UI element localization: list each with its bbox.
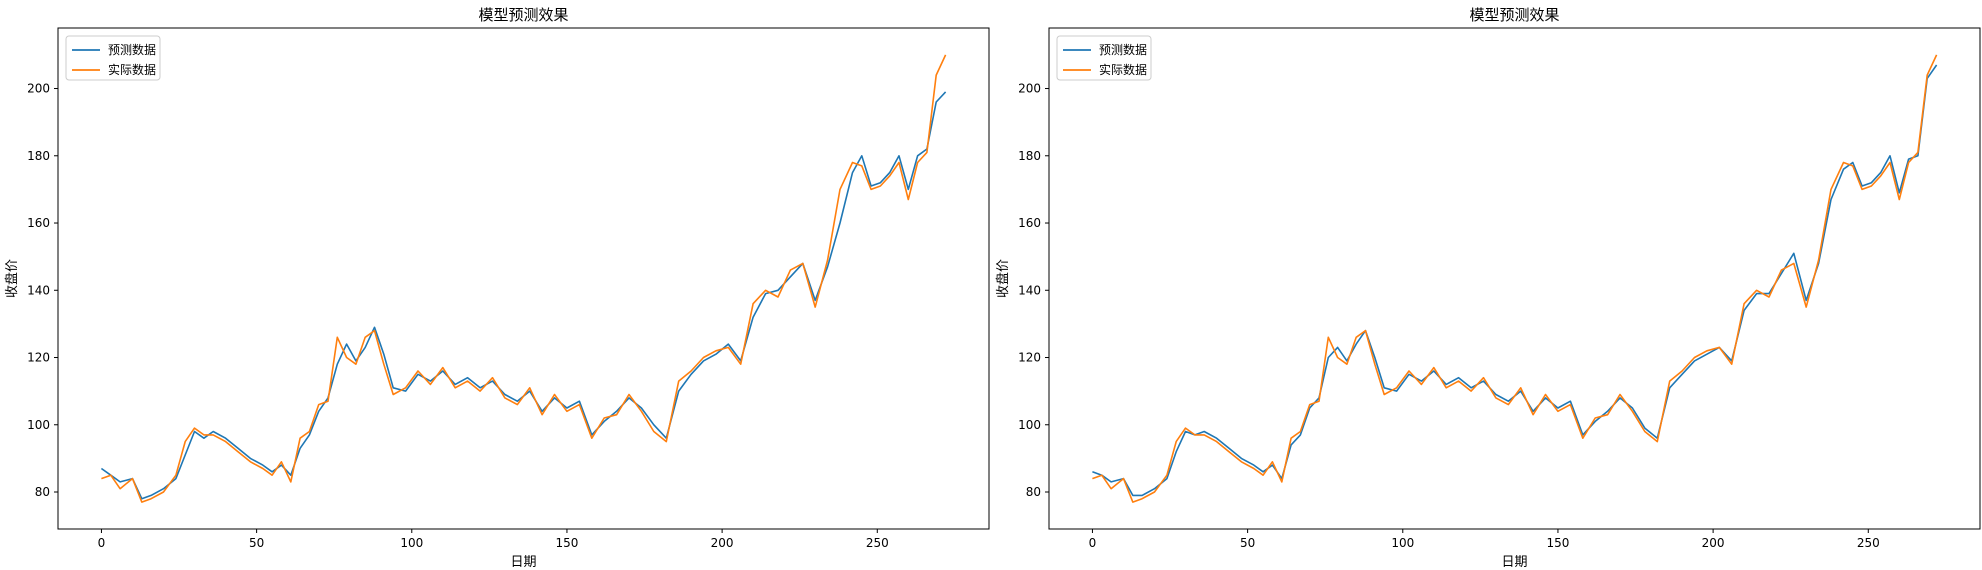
chart-panel-2: 0 50 100 150 200 250 80 100 120 140 160 180 200 模型预测效… bbox=[995, 6, 1981, 570]
x-tick-label: 0 bbox=[98, 536, 106, 550]
y-tick-label: 100 bbox=[27, 418, 50, 432]
x-tick-label: 250 bbox=[1857, 536, 1880, 550]
axes-frame bbox=[1048, 27, 1981, 530]
series-line-2 bbox=[1092, 54, 1938, 503]
x-tick-label: 200 bbox=[1702, 536, 1725, 550]
x-tick-label: 50 bbox=[1240, 536, 1255, 550]
y-tick-label: 160 bbox=[1018, 216, 1041, 230]
legend-box bbox=[65, 35, 161, 81]
y-tick-label: 80 bbox=[35, 485, 50, 499]
y-tick-label: 200 bbox=[1018, 82, 1041, 96]
y-tick-label: 80 bbox=[1026, 485, 1041, 499]
x-axis-label: 日期 bbox=[510, 555, 536, 570]
y-axis-label: 收盘价 bbox=[995, 259, 1011, 298]
y-tick-label: 120 bbox=[27, 351, 50, 365]
chart-title: 模型预测效果 bbox=[478, 6, 568, 24]
y-tick-label: 100 bbox=[1018, 418, 1041, 432]
chart-title: 模型预测效果 bbox=[1469, 6, 1559, 24]
legend-label-2: 实际数据 bbox=[1099, 62, 1147, 77]
x-tick-label: 150 bbox=[1546, 536, 1569, 550]
x-tick-label: 0 bbox=[1089, 536, 1097, 550]
x-tick-label: 200 bbox=[711, 536, 734, 550]
legend-box bbox=[1056, 35, 1152, 81]
y-axis-label: 收盘价 bbox=[4, 259, 20, 298]
y-tick-label: 160 bbox=[27, 216, 50, 230]
legend-label-1: 预测数据 bbox=[108, 42, 156, 57]
y-tick-label: 120 bbox=[1018, 351, 1041, 365]
x-tick-label: 250 bbox=[866, 536, 889, 550]
legend-label-1: 预测数据 bbox=[1099, 42, 1147, 57]
y-tick-label: 140 bbox=[27, 283, 50, 297]
legend-label-2: 实际数据 bbox=[108, 62, 156, 77]
y-tick-label: 180 bbox=[27, 149, 50, 163]
series-line-2 bbox=[101, 54, 947, 503]
x-tick-label: 100 bbox=[400, 536, 423, 550]
chart-panel-1: 0 50 100 150 200 250 80 100 120 140 160 180 200 模型预测效… bbox=[4, 6, 990, 570]
y-tick-label: 140 bbox=[1018, 283, 1041, 297]
x-axis-label: 日期 bbox=[1501, 555, 1527, 570]
series-line-1 bbox=[1092, 64, 1938, 497]
y-tick-label: 200 bbox=[27, 82, 50, 96]
x-tick-label: 150 bbox=[555, 536, 578, 550]
axes-frame bbox=[57, 27, 990, 530]
y-tick-label: 180 bbox=[1018, 149, 1041, 163]
x-tick-label: 50 bbox=[249, 536, 264, 550]
x-tick-label: 100 bbox=[1391, 536, 1414, 550]
